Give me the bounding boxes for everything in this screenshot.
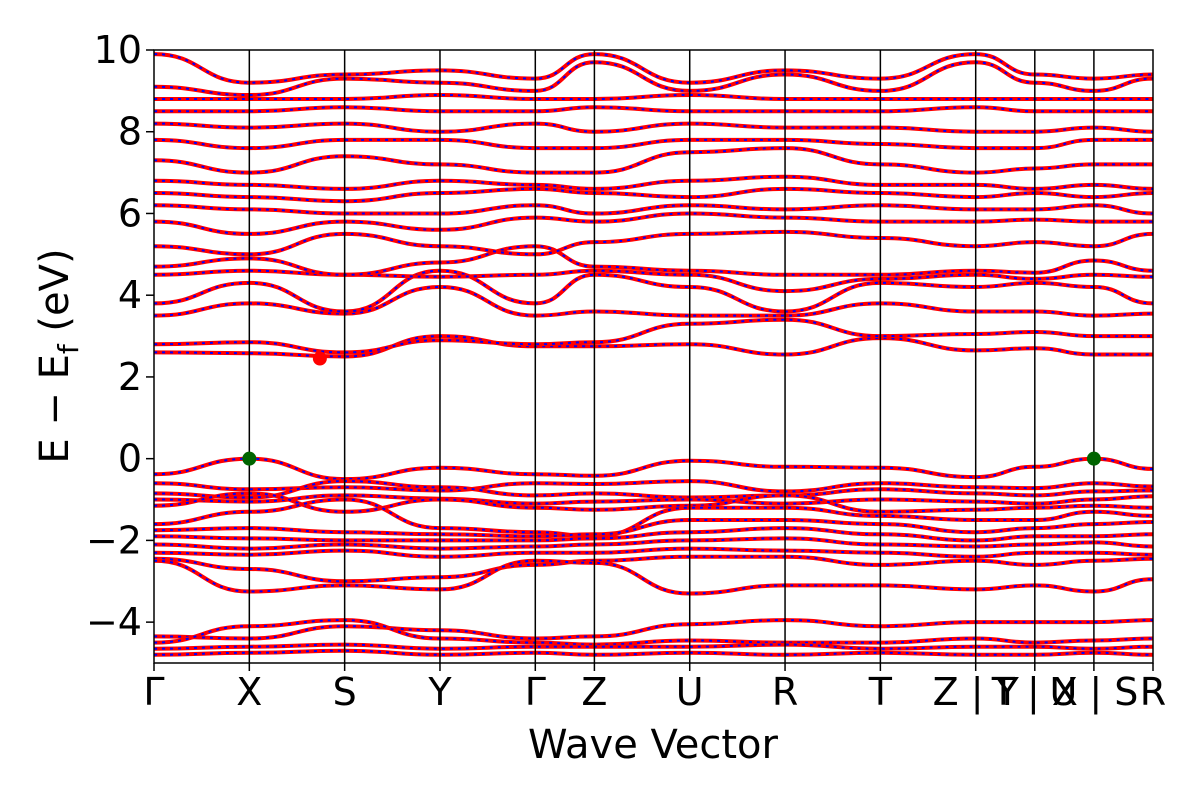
band-line-1-9 (154, 186, 1153, 204)
y-tick-label: 8 (118, 110, 142, 154)
x-tick-label: Γ (525, 670, 546, 714)
band-overlay-1-10 (154, 175, 1153, 190)
x-tick-label: R (1140, 670, 1166, 714)
band-overlay-1-15 (154, 93, 1153, 101)
y-axis: −4 −2 0 2 4 6 8 10 (86, 28, 154, 644)
band-line-0-10 (154, 554, 1153, 584)
y-axis-label: E − Ef (eV) (32, 248, 85, 463)
band-overlay-0-9 (154, 547, 1153, 558)
band-line-1-12 (154, 137, 1153, 151)
band-overlay-0-5 (154, 498, 1153, 538)
x-axis-label: Wave Vector (528, 722, 779, 768)
y-tick-label: 4 (118, 273, 142, 317)
band-overlay-0-6 (154, 518, 1153, 538)
cbm-marker (312, 351, 327, 366)
band-line-1-3 (154, 268, 1153, 314)
band-overlay-0-0 (154, 457, 1153, 481)
band-line-1-17 (154, 52, 1153, 85)
band-line-1-5 (154, 244, 1153, 277)
band-overlay-1-14 (154, 106, 1153, 113)
y-tick-label: 0 (118, 437, 142, 481)
band-line-1-0 (154, 334, 1153, 359)
band-overlay-1-9 (154, 187, 1153, 203)
x-tick-label: U | S (1049, 670, 1138, 715)
band-line-1-8 (154, 203, 1153, 216)
x-tick-label: R (772, 670, 798, 714)
x-tick-label: T | X (991, 670, 1078, 715)
x-tick-label: S (333, 670, 357, 714)
x-tick-label: Y (427, 670, 452, 714)
band-overlay-0-14 (154, 643, 1153, 650)
vbm-marker (1086, 451, 1101, 466)
band-line-1-10 (154, 174, 1153, 191)
band-overlay-0-7 (154, 527, 1153, 542)
band-overlay-0-10 (154, 555, 1153, 583)
x-tick-label: U (676, 670, 704, 714)
y-tick-label: −4 (86, 600, 142, 644)
band-overlay-0-4 (154, 492, 1153, 513)
band-overlay-0-11 (154, 559, 1153, 595)
kpoint-dividers (248, 50, 1095, 663)
x-tick-label: X (236, 670, 262, 714)
band-overlay-0-12 (154, 619, 1153, 640)
x-tick-label: Γ (143, 670, 164, 714)
y-tick-label: 10 (94, 28, 142, 72)
band-line-1-11 (154, 146, 1153, 175)
band-line-1-4 (154, 268, 1153, 294)
band-overlay-0-2 (154, 480, 1153, 499)
band-overlay-1-7 (154, 212, 1153, 235)
band-line-0-0 (154, 456, 1153, 482)
band-overlay-0-8 (154, 537, 1153, 550)
y-tick-label: 2 (118, 355, 142, 399)
x-tick-label: T (868, 670, 893, 714)
band-overlay-0-1 (154, 480, 1153, 493)
y-tick-label: 6 (118, 191, 142, 235)
band-overlay-1-0 (154, 335, 1153, 358)
band-line-1-1 (154, 317, 1153, 355)
band-overlay-1-6 (154, 230, 1153, 256)
band-line-1-13 (154, 121, 1153, 134)
bands-layer (154, 52, 1153, 657)
x-tick-label: Z | Y (933, 670, 1020, 715)
y-tick-label: −2 (86, 518, 142, 562)
extrema-markers (242, 351, 1101, 466)
band-overlay-0-15 (154, 649, 1153, 656)
band-overlay-0-13 (154, 619, 1153, 646)
band-line-1-7 (154, 211, 1153, 236)
band-line-1-2 (154, 284, 1153, 318)
x-tick-label: Z (581, 670, 607, 714)
plot-frame (153, 49, 1154, 664)
band-overlay-0-3 (154, 494, 1153, 505)
vbm-marker (242, 451, 257, 466)
